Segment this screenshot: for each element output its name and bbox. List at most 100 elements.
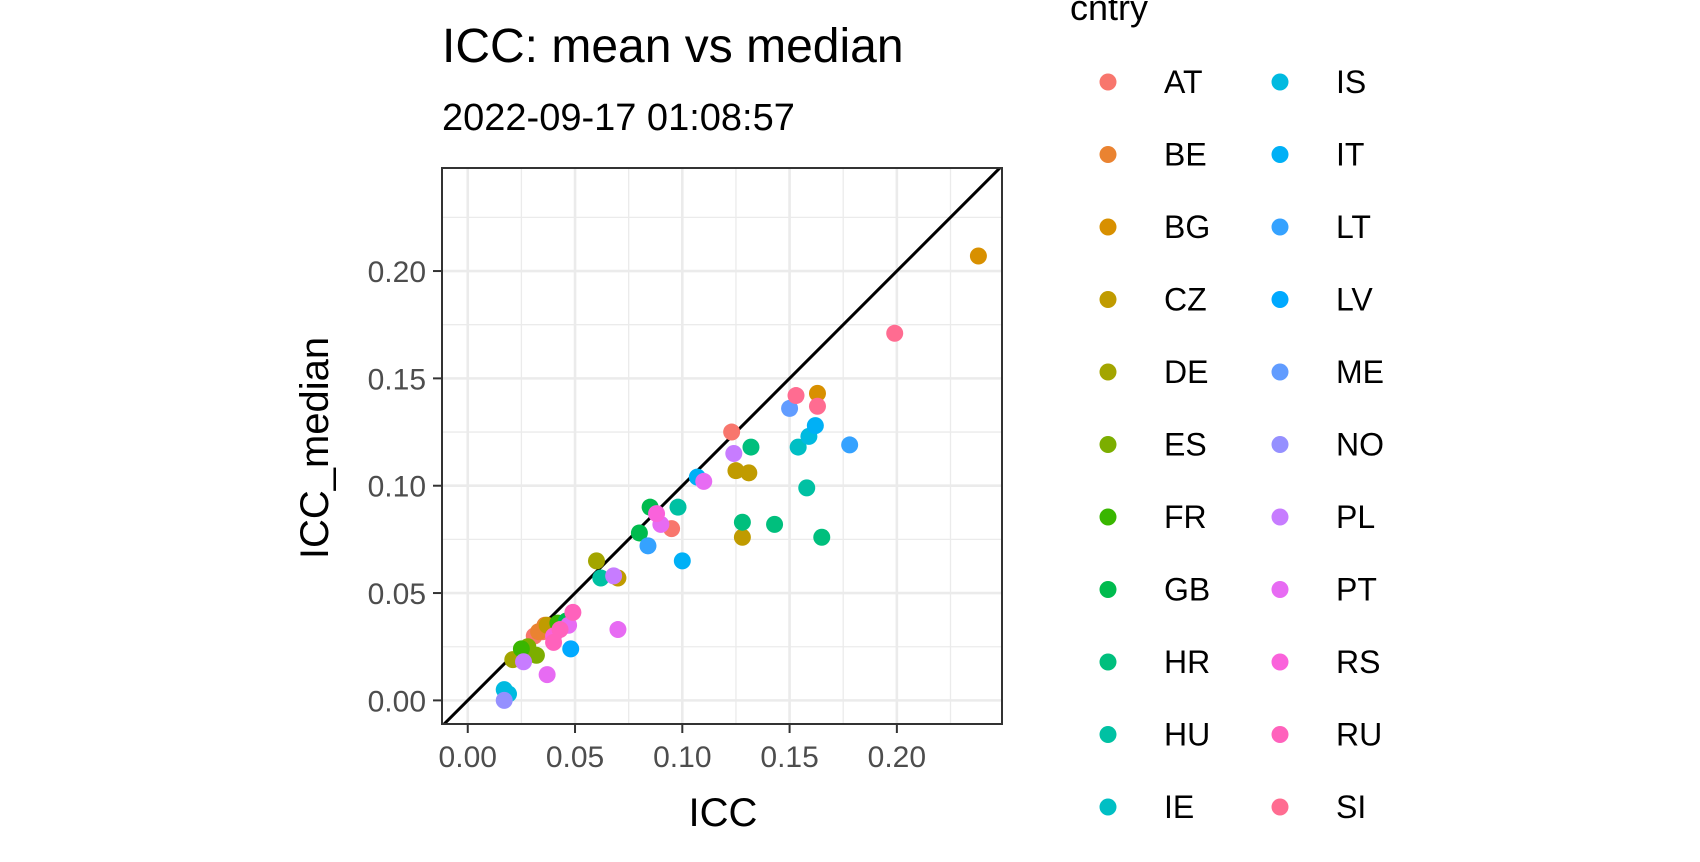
legend-label-gb: GB <box>1164 572 1210 608</box>
y-tick-label: 0.15 <box>368 363 426 396</box>
x-tick-label: 0.00 <box>439 741 497 774</box>
grid <box>442 168 1002 724</box>
data-point-hr <box>733 513 751 531</box>
data-point-bg <box>969 247 987 265</box>
legend-key-me <box>1271 363 1289 381</box>
legend-title: cntry <box>1070 0 1148 28</box>
legend-label-hu: HU <box>1164 717 1210 753</box>
legend-label-me: ME <box>1336 354 1384 390</box>
legend-key-at <box>1099 73 1117 91</box>
data-point-pt <box>695 472 713 490</box>
legend-key-no <box>1271 436 1289 453</box>
legend-key-is <box>1271 73 1289 91</box>
legend-label-lt: LT <box>1336 209 1371 245</box>
legend-label-si: SI <box>1336 789 1366 825</box>
legend-key-cz <box>1099 291 1117 308</box>
data-point-pt <box>609 621 627 639</box>
data-point-cz <box>733 528 751 546</box>
data-point-cz <box>727 462 745 480</box>
panel-border <box>441 167 1003 725</box>
legend-label-no: NO <box>1336 427 1384 463</box>
x-tick-label: 0.05 <box>546 741 604 774</box>
data-point-hr <box>813 528 831 546</box>
data-point-hr <box>742 438 760 456</box>
data-point-lt <box>841 436 859 454</box>
axes: 0.00 0.05 0.10 0.15 0.20 0.00 0.05 0.10 0.15 0.20 <box>368 256 926 774</box>
data-point-pl <box>605 567 623 585</box>
legend-key-bg <box>1099 218 1117 236</box>
legend-key-hr <box>1099 653 1117 671</box>
y-tick-label: 0.20 <box>368 256 426 289</box>
data-point-hu <box>798 479 816 497</box>
legend-key-lt <box>1271 218 1289 236</box>
legend-label-es: ES <box>1164 427 1207 463</box>
legend-label-ie: IE <box>1164 789 1194 825</box>
data-point-pt <box>538 666 556 684</box>
data-point-si <box>787 387 805 405</box>
legend-key-si <box>1271 798 1289 816</box>
data-point-lt <box>639 537 657 555</box>
data-point-de <box>587 552 605 570</box>
data-point-lv <box>562 640 580 658</box>
legend-key-pt <box>1271 581 1289 598</box>
data-point-rs <box>648 505 666 523</box>
data-point-it <box>806 417 824 435</box>
data-point-gb <box>630 524 648 542</box>
legend-label-hr: HR <box>1164 644 1210 680</box>
legend-key-lv <box>1271 291 1289 308</box>
data-point-fr <box>512 640 530 658</box>
legend-label-ru: RU <box>1336 717 1382 753</box>
data-point-ie <box>789 438 807 456</box>
legend-key-rs <box>1271 653 1289 671</box>
legend-key-be <box>1099 146 1117 163</box>
data-point-hu <box>669 498 687 516</box>
y-tick-label: 0.00 <box>368 685 426 718</box>
legend-label-lv: LV <box>1336 282 1373 318</box>
data-point-si <box>808 397 826 415</box>
data-point-it <box>673 552 691 570</box>
legend-label-bg: BG <box>1164 209 1210 245</box>
legend-key-ie <box>1099 798 1117 816</box>
legend-label-it: IT <box>1336 137 1364 173</box>
legend-label-rs: RS <box>1336 644 1380 680</box>
legend-label-be: BE <box>1164 137 1207 173</box>
data-point-hr <box>766 515 784 533</box>
legend-key-de <box>1099 363 1117 381</box>
legend-key-es <box>1099 436 1117 453</box>
legend-key-gb <box>1099 581 1117 598</box>
data-point-no <box>495 691 513 709</box>
data-point-bg <box>808 384 826 402</box>
data-point-hu <box>592 569 610 587</box>
x-tick-label: 0.20 <box>868 741 926 774</box>
plot-frame <box>441 167 1003 725</box>
data-point-ru <box>564 603 582 621</box>
chart-subtitle: 2022-09-17 01:08:57 <box>442 97 795 139</box>
legend-key-pl <box>1271 508 1289 526</box>
legend-key-hu <box>1099 726 1117 743</box>
legend-label-de: DE <box>1164 354 1208 390</box>
y-tick-label: 0.05 <box>368 578 426 611</box>
legend-key-it <box>1271 146 1289 163</box>
chart-title: ICC: mean vs median <box>442 20 904 73</box>
data-point-at <box>723 423 741 441</box>
legend: AT BE BG CZ DE ES FR GB HR HU IE IS IT LT LV ME NO PL PT RS… <box>1099 64 1384 825</box>
data-point-cz <box>740 464 758 482</box>
x-tick-label: 0.15 <box>760 741 818 774</box>
data-point-pl <box>725 445 743 463</box>
legend-label-pt: PT <box>1336 572 1377 608</box>
legend-key-ru <box>1271 726 1289 743</box>
data-point-si <box>886 324 904 342</box>
legend-label-pl: PL <box>1336 499 1375 535</box>
data-points <box>495 247 987 709</box>
legend-label-fr: FR <box>1164 499 1207 535</box>
legend-label-is: IS <box>1336 64 1366 100</box>
legend-label-cz: CZ <box>1164 282 1207 318</box>
x-tick-label: 0.10 <box>653 741 711 774</box>
data-point-ru <box>545 633 563 651</box>
legend-label-at: AT <box>1164 64 1203 100</box>
data-point-me <box>781 399 799 417</box>
data-point-pl <box>515 653 533 671</box>
legend-key-fr <box>1099 508 1117 526</box>
